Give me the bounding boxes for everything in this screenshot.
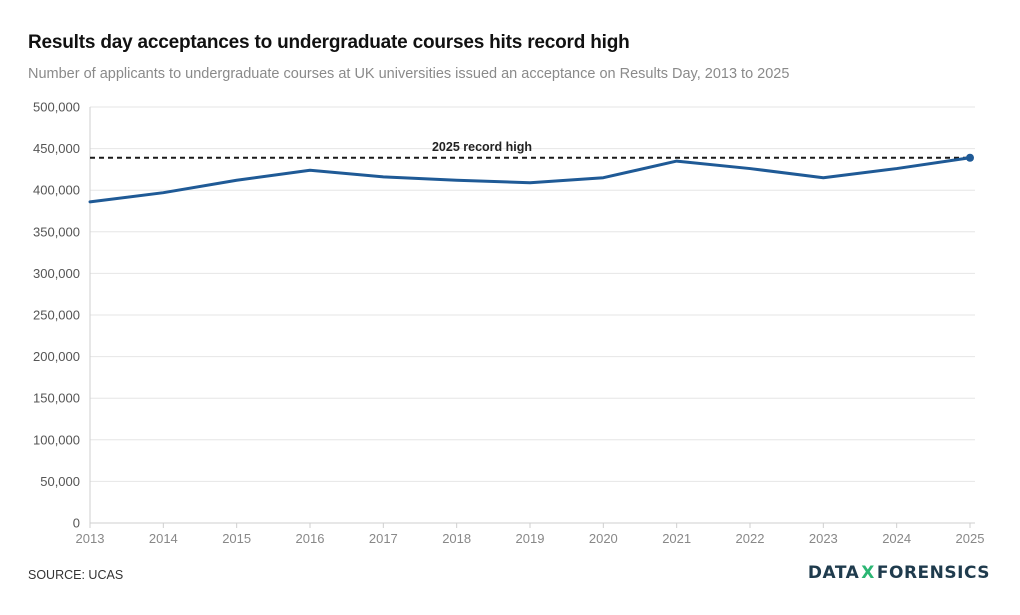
y-tick-label: 100,000	[33, 432, 80, 447]
x-tick-label: 2022	[736, 531, 765, 546]
x-tick-label: 2014	[149, 531, 178, 546]
y-tick-label: 0	[73, 516, 80, 531]
brand-left: DATA	[807, 563, 860, 583]
x-tick-label: 2015	[222, 531, 251, 546]
source-note: SOURCE: UCAS	[28, 568, 124, 582]
x-tick-label: 2018	[442, 531, 471, 546]
y-tick-label: 250,000	[33, 308, 80, 323]
brand-logo: DATA X FORENSICS	[808, 563, 990, 583]
x-tick-label: 2017	[369, 531, 398, 546]
record-high-annotation: 2025 record high	[432, 140, 532, 154]
y-tick-label: 50,000	[40, 474, 80, 489]
x-tick-label: 2021	[662, 531, 691, 546]
x-tick-label: 2025	[956, 531, 985, 546]
chart-subtitle: Number of applicants to undergraduate co…	[28, 66, 790, 82]
y-tick-label: 150,000	[33, 391, 80, 406]
x-tick-label: 2016	[296, 531, 325, 546]
x-tick-label: 2024	[882, 531, 911, 546]
y-tick-label: 450,000	[33, 141, 80, 156]
latest-value-marker	[966, 153, 974, 162]
y-tick-label: 300,000	[33, 266, 80, 281]
brand-separator: X	[861, 563, 875, 583]
brand-right: FORENSICS	[876, 563, 990, 583]
chart-title: Results day acceptances to undergraduate…	[28, 32, 630, 53]
y-tick-label: 350,000	[33, 224, 80, 239]
x-tick-label: 2019	[516, 531, 545, 546]
y-tick-label: 500,000	[33, 100, 80, 115]
x-tick-label: 2013	[76, 531, 105, 546]
acceptances-series-line	[88, 156, 972, 204]
y-tick-label: 200,000	[33, 349, 80, 364]
x-tick-label: 2023	[809, 531, 838, 546]
x-tick-label: 2020	[589, 531, 618, 546]
y-tick-label: 400,000	[33, 183, 80, 198]
